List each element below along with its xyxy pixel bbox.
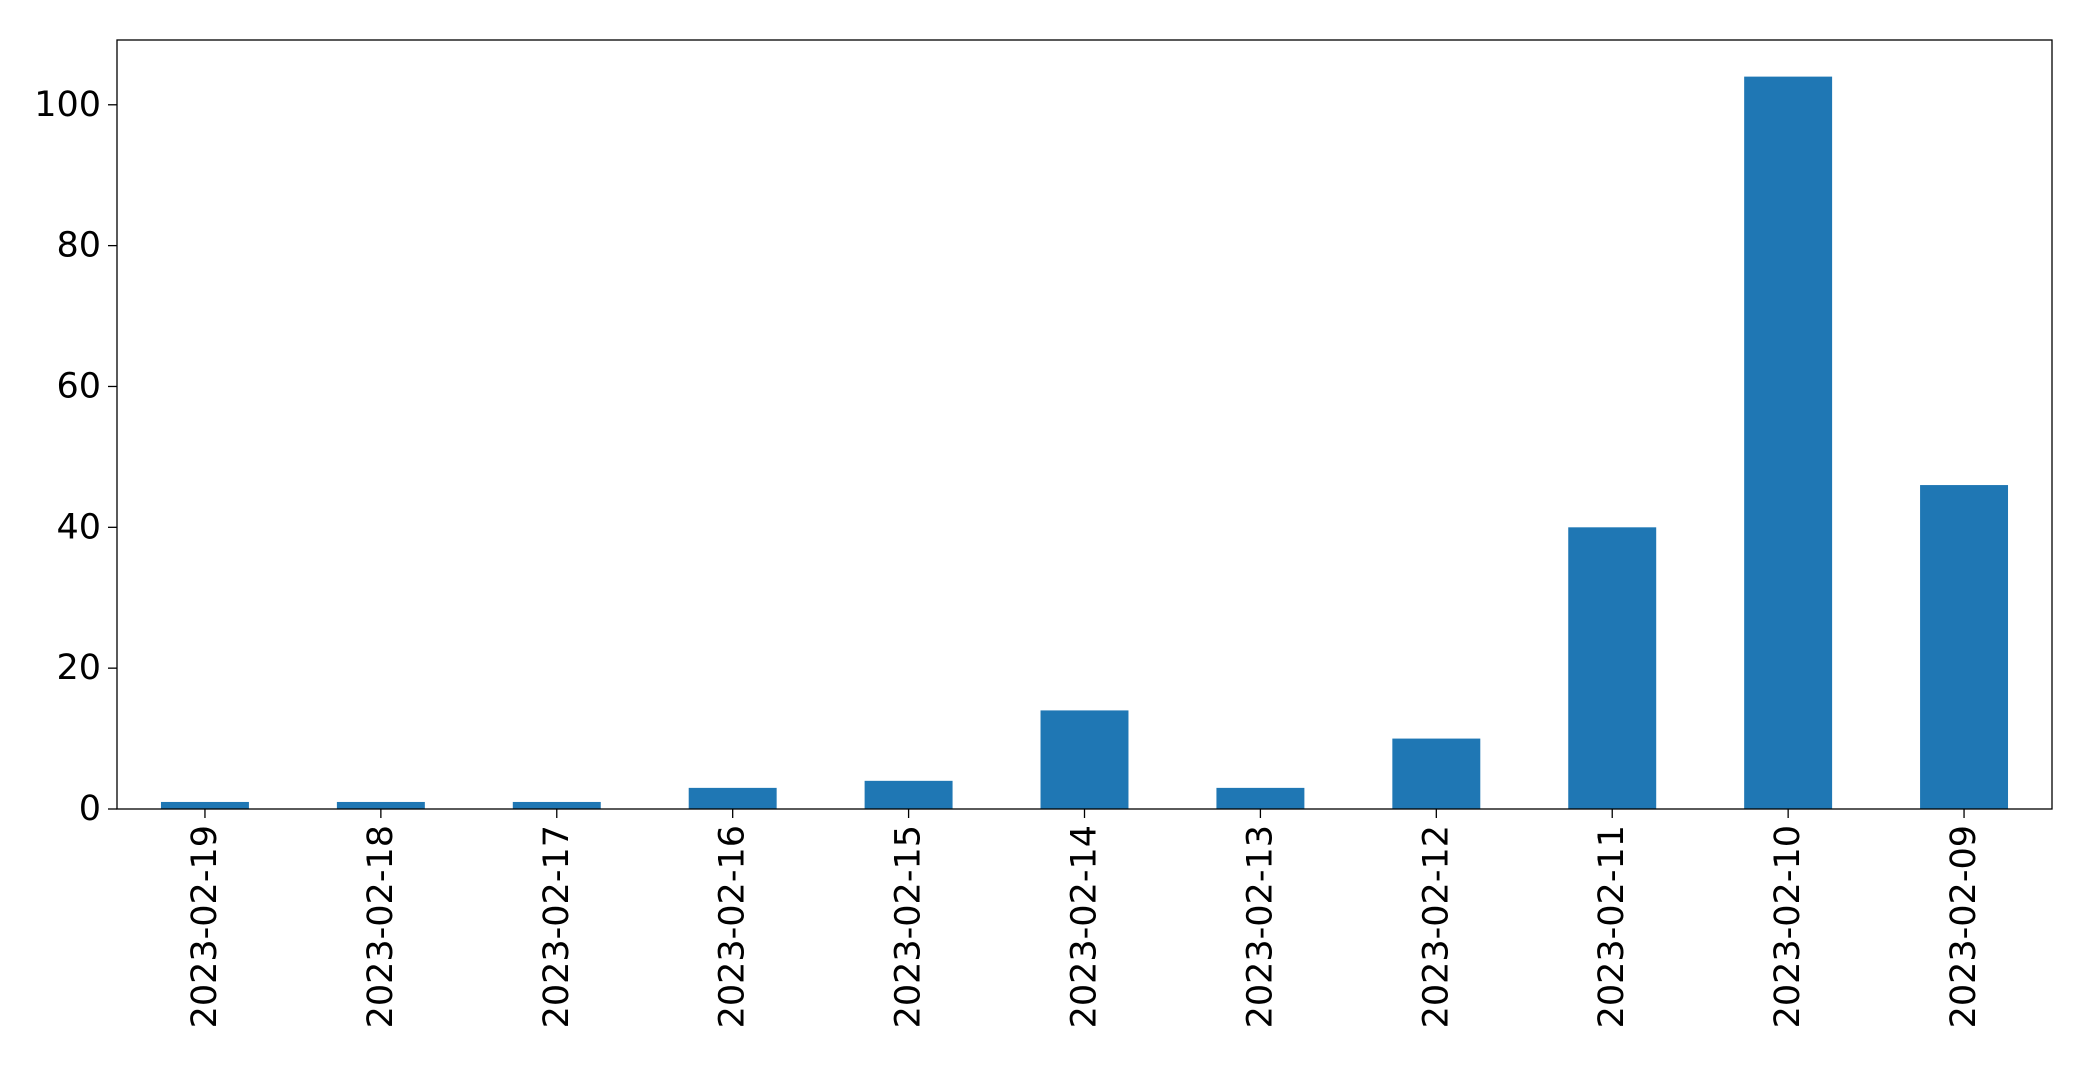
x-tick-label: 2023-02-15	[889, 825, 929, 1028]
bar	[1216, 787, 1305, 809]
bar	[336, 801, 425, 809]
bar	[1392, 738, 1481, 809]
x-tick-label: 2023-02-11	[1592, 825, 1632, 1028]
x-tick-label: 2023-02-10	[1768, 825, 1808, 1028]
y-tick-label: 80	[56, 226, 101, 266]
bar	[688, 787, 777, 809]
bar	[1744, 76, 1833, 810]
bar	[1920, 485, 2009, 809]
bar	[864, 780, 953, 809]
bar	[1568, 527, 1657, 809]
x-tick-label: 2023-02-09	[1944, 825, 1984, 1028]
x-tick-label: 2023-02-13	[1240, 825, 1280, 1028]
bar	[512, 801, 601, 809]
y-tick-label: 60	[56, 366, 101, 406]
y-tick-label: 100	[34, 85, 101, 125]
x-tick-label: 2023-02-19	[185, 825, 225, 1028]
x-tick-label: 2023-02-18	[361, 825, 401, 1028]
x-tick-label: 2023-02-14	[1065, 825, 1105, 1028]
y-tick-label: 0	[79, 789, 101, 829]
bar	[160, 801, 249, 809]
y-tick-label: 20	[56, 648, 101, 688]
x-tick-label: 2023-02-12	[1416, 825, 1456, 1028]
y-tick-label: 40	[56, 507, 101, 547]
plot-frame	[116, 39, 2053, 810]
bar	[1040, 710, 1129, 809]
x-tick-label: 2023-02-16	[713, 825, 753, 1028]
x-tick-label: 2023-02-17	[537, 825, 577, 1028]
